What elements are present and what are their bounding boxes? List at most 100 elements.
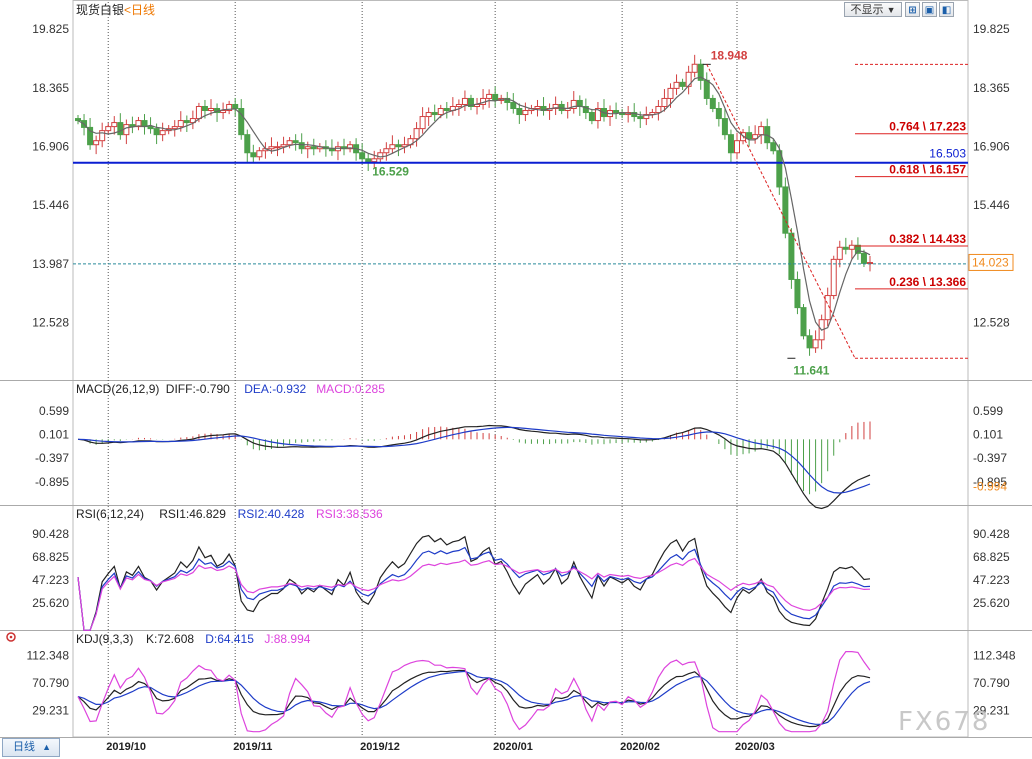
rsi1-line xyxy=(77,534,871,631)
chevron-down-icon: ▼ xyxy=(886,5,896,15)
rsi-legend-rsi3: RSI3:38.536 xyxy=(316,507,383,521)
rsi-legend-rsi1: RSI1:46.829 xyxy=(159,507,226,521)
candle xyxy=(183,120,190,124)
macd-legend-diff: DIFF:-0.790 xyxy=(166,382,230,396)
candle xyxy=(697,63,704,81)
restore-icon[interactable]: ◧ xyxy=(939,2,954,17)
low-annotation: 11.641 xyxy=(793,363,829,377)
candle xyxy=(794,278,801,309)
candle xyxy=(727,134,734,154)
candle xyxy=(232,103,239,110)
chevron-up-icon: ▲ xyxy=(42,742,51,752)
fib-level-label: 0.764 \ 17.223 xyxy=(889,120,966,134)
candle xyxy=(679,81,686,87)
x-tick-label: 2019/12 xyxy=(360,741,400,753)
candle xyxy=(347,144,354,150)
candle xyxy=(419,116,426,130)
kdj-j-line xyxy=(77,650,871,733)
support-label: 16.503 xyxy=(929,147,966,161)
y-tick-label-right: -0.895 xyxy=(973,475,1007,489)
rsi-legend-rsi2: RSI2:40.428 xyxy=(238,507,305,521)
candle xyxy=(522,110,529,116)
candle xyxy=(226,103,233,112)
candle xyxy=(709,97,716,110)
candle xyxy=(570,99,577,110)
y-tick-label-left: 112.348 xyxy=(27,648,70,662)
period-button[interactable]: 日线 ▲ xyxy=(2,738,60,757)
candle xyxy=(105,126,112,132)
candle xyxy=(371,158,378,163)
y-tick-label-right: 12.528 xyxy=(973,316,1010,330)
chart-icon[interactable]: ⊞ xyxy=(905,2,920,17)
candle xyxy=(691,63,698,73)
candle xyxy=(461,97,468,105)
candle xyxy=(860,252,867,264)
candle xyxy=(594,108,601,122)
kdj-k-line xyxy=(77,669,871,728)
settings-icon-ring xyxy=(6,632,16,642)
candle xyxy=(171,126,178,130)
fib-level-label: 0.618 \ 16.157 xyxy=(889,163,966,177)
price-tag-box xyxy=(968,253,1014,271)
candle xyxy=(534,105,541,110)
candle xyxy=(655,105,662,114)
candle xyxy=(395,144,402,148)
candle xyxy=(208,108,215,112)
y-tick-label-right: 90.428 xyxy=(973,527,1010,541)
candle xyxy=(123,124,130,136)
y-tick-label-left: 15.446 xyxy=(32,198,69,212)
macd-current-label: -0.994 xyxy=(973,479,1007,493)
rsi-title: RSI(6,12,24) xyxy=(76,507,144,521)
candle xyxy=(359,152,366,160)
y-tick-label-left: 18.365 xyxy=(32,81,69,95)
candle xyxy=(389,144,396,150)
x-tick-label: 2020/01 xyxy=(493,741,533,753)
candle xyxy=(492,93,499,101)
candle xyxy=(770,142,777,152)
candle xyxy=(147,126,154,130)
y-tick-label-left: 90.428 xyxy=(32,527,69,541)
candle xyxy=(667,87,674,99)
rsi2-line xyxy=(77,546,871,631)
y-tick-label-right: 25.620 xyxy=(973,596,1010,610)
candle xyxy=(842,246,849,250)
candle xyxy=(715,108,722,120)
ma-line xyxy=(77,76,871,331)
candle xyxy=(733,140,740,154)
candle xyxy=(836,246,843,260)
y-tick-label-right: 112.348 xyxy=(973,648,1016,662)
y-tick-label-left: 16.906 xyxy=(32,139,69,153)
candle xyxy=(195,105,202,120)
candle xyxy=(721,118,728,136)
candle xyxy=(383,148,390,154)
candle xyxy=(752,134,759,140)
expand-icon[interactable]: ▣ xyxy=(922,2,937,17)
y-tick-label-left: 12.528 xyxy=(32,316,69,330)
y-tick-label-left: 29.231 xyxy=(32,703,69,717)
y-tick-label-right: 19.825 xyxy=(973,22,1010,36)
y-tick-label-left: 70.790 xyxy=(32,676,69,690)
x-tick-label: 2019/11 xyxy=(233,741,272,753)
candle xyxy=(244,134,251,154)
candle xyxy=(776,150,783,188)
candle xyxy=(280,144,287,148)
candle xyxy=(613,110,620,114)
y-tick-label-left: 68.825 xyxy=(32,550,69,564)
period-tag: <日线 xyxy=(124,3,155,17)
y-tick-label-right: 15.446 xyxy=(973,198,1010,212)
fib-level-label: 0.382 \ 14.433 xyxy=(889,232,966,246)
y-tick-label-left: 0.599 xyxy=(39,404,69,418)
candle xyxy=(812,339,819,349)
panel-title: 现货白银 xyxy=(76,2,124,17)
candle xyxy=(455,103,462,107)
kdj-legend-k: K:72.608 xyxy=(146,632,194,646)
candle xyxy=(177,120,184,128)
indicator-select-label: 不显示 xyxy=(850,4,884,16)
candle xyxy=(788,232,795,280)
price-tag-label: 14.023 xyxy=(972,255,1009,269)
candle xyxy=(782,186,789,234)
indicator-select[interactable]: 不显示 ▼ xyxy=(844,2,902,17)
candle xyxy=(467,97,474,107)
y-tick-label-right: 0.101 xyxy=(973,428,1003,442)
